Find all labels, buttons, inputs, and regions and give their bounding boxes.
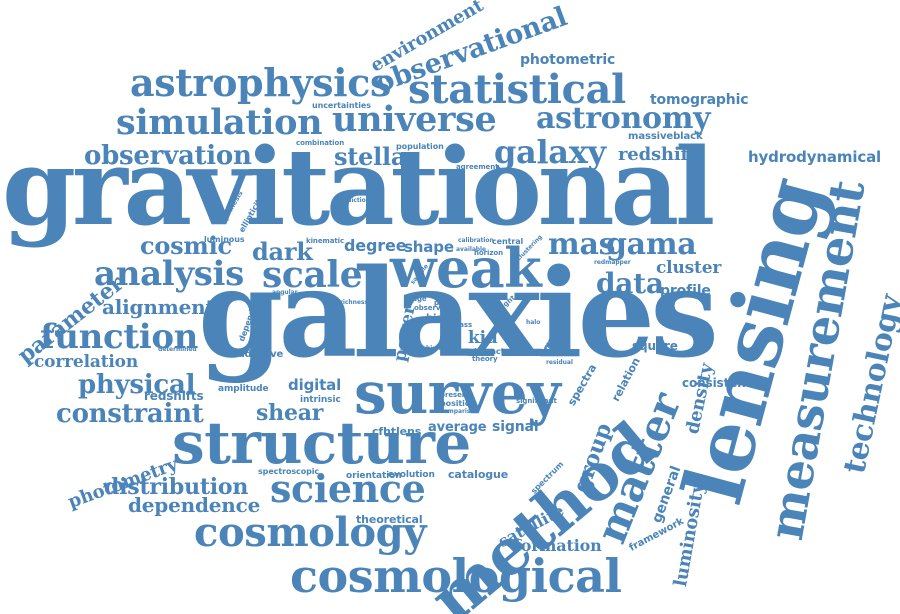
word-probe: probe bbox=[434, 299, 457, 307]
word-population: population bbox=[396, 142, 444, 151]
word-gravitational: gravitational bbox=[2, 124, 715, 249]
word-spectroscopic: spectroscopic bbox=[258, 467, 320, 476]
word-alignment: alignment bbox=[102, 295, 215, 319]
word-tomographic: tomographic bbox=[650, 92, 749, 108]
word-weak: weak bbox=[390, 236, 542, 300]
word-astrophysics: astrophysics bbox=[130, 60, 392, 105]
word-kinematic: kinematic bbox=[306, 237, 345, 245]
word-constraint: constraint bbox=[56, 399, 204, 429]
word-degree: degree bbox=[344, 236, 407, 255]
word-average: average bbox=[428, 420, 487, 435]
word-intrinsic: intrinsic bbox=[300, 395, 341, 405]
word-comparison: comparison bbox=[440, 408, 479, 415]
word-evolution: evolution bbox=[388, 470, 435, 480]
word-catalogue: catalogue bbox=[448, 468, 509, 481]
word-distribution: distribution bbox=[104, 474, 249, 500]
word-data: data bbox=[596, 267, 664, 300]
word-redshifts: redshifts bbox=[144, 389, 204, 403]
word-cluster: cluster bbox=[656, 258, 722, 278]
word-present: present bbox=[440, 391, 470, 399]
word-residual: residual bbox=[546, 359, 573, 366]
word-angular: angular bbox=[272, 289, 298, 296]
word-amplitude: amplitude bbox=[218, 384, 269, 394]
word-consistent: consistent bbox=[682, 376, 752, 390]
word-cosmology: cosmology bbox=[194, 509, 427, 556]
word-photometric: photometric bbox=[520, 52, 616, 68]
word-galaxy: galaxy bbox=[494, 133, 606, 171]
word-physical: physical bbox=[78, 370, 196, 400]
word-orientation: orientation bbox=[346, 471, 402, 481]
word-band: band bbox=[400, 345, 417, 352]
word-uncertainties: uncertainties bbox=[312, 101, 371, 110]
word-determined: determined bbox=[158, 346, 197, 353]
word-survey: survey bbox=[354, 359, 561, 427]
word-science: science bbox=[270, 466, 426, 511]
word-shear: shear bbox=[256, 400, 324, 426]
word-kid: kid bbox=[468, 328, 498, 348]
word-position: position bbox=[440, 399, 476, 408]
word-cosmological: cosmological bbox=[290, 549, 622, 603]
word-central: central bbox=[492, 237, 524, 246]
word-shape: shape bbox=[404, 238, 454, 256]
word-bias: bias bbox=[426, 313, 449, 324]
word-impact: impact bbox=[474, 347, 505, 356]
word-dark: dark bbox=[252, 237, 313, 266]
word-universe: universe bbox=[332, 99, 497, 140]
word-combination: combination bbox=[296, 139, 345, 147]
word-significant: significant bbox=[516, 397, 557, 405]
word-scale: scale bbox=[262, 254, 363, 296]
word-redshift: redshift bbox=[618, 144, 697, 165]
word-structure: structure bbox=[172, 409, 471, 477]
word-stellar: stellar bbox=[334, 142, 419, 171]
word-richness: richness bbox=[340, 299, 368, 306]
word-available: available bbox=[456, 246, 487, 253]
word-range: range bbox=[404, 295, 427, 303]
word-observed: observed bbox=[414, 304, 450, 312]
word-statistical: statistical bbox=[408, 66, 626, 113]
word-galaxies: galaxies bbox=[198, 241, 719, 385]
word-observation: observation bbox=[84, 141, 252, 171]
word-additive: additive bbox=[238, 349, 284, 360]
word-analysis: analysis bbox=[94, 254, 244, 294]
word-mas: mas bbox=[548, 227, 616, 262]
word-agreement: agreement bbox=[456, 163, 499, 171]
word-calibration: calibration bbox=[458, 237, 494, 244]
word-massiveblack: massiveblack bbox=[628, 131, 703, 142]
word-prediction: prediction bbox=[336, 197, 370, 204]
word-cfhtlens: cfhtlens bbox=[372, 425, 422, 438]
word-horizon: horizon bbox=[474, 249, 504, 257]
word-formation: formation bbox=[514, 536, 602, 555]
word-signal: signal bbox=[492, 419, 539, 435]
word-halo: halo bbox=[526, 319, 541, 326]
word-function: function bbox=[40, 317, 199, 357]
word-astronomy: astronomy bbox=[536, 101, 711, 136]
word-digital: digital bbox=[288, 376, 342, 394]
word-gama: gama bbox=[606, 227, 697, 262]
word-redmapper: redmapper bbox=[594, 259, 631, 266]
word-theory: theory bbox=[472, 355, 498, 363]
word-simulation: simulation bbox=[116, 102, 323, 143]
word-dependence: dependence bbox=[128, 493, 261, 517]
word-profile: profile bbox=[660, 283, 711, 299]
word-square: square bbox=[632, 339, 678, 353]
word-theoretical: theoretical bbox=[356, 513, 423, 526]
word-luminosity: luminosity bbox=[670, 481, 709, 589]
word-mass: mass bbox=[452, 321, 473, 329]
word-luminous: luminous bbox=[204, 235, 245, 244]
word-correlation: correlation bbox=[34, 352, 139, 372]
word-hydrodynamical: hydrodynamical bbox=[748, 148, 882, 166]
word-higher: higher bbox=[426, 345, 448, 352]
word-cosmic: cosmic bbox=[140, 231, 232, 260]
